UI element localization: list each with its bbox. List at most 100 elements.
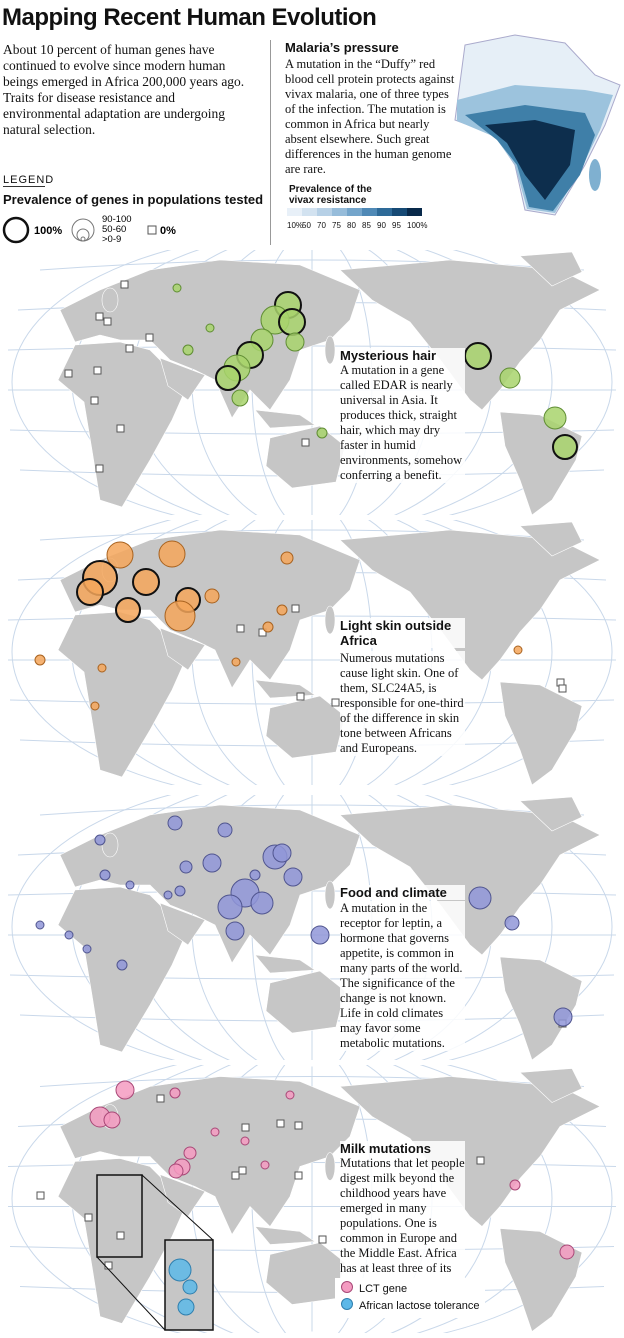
map-shape [141, 1174, 214, 1241]
population-bubble [217, 822, 233, 838]
population-marker [116, 424, 125, 433]
population-marker [276, 1119, 285, 1128]
population-bubble [172, 283, 182, 293]
legend-zero-label: 0% [160, 225, 176, 237]
population-marker [125, 344, 134, 353]
population-bubble [99, 869, 111, 881]
scale-step: 95 [392, 208, 407, 230]
title: Mapping Recent Human Evolution [2, 4, 377, 31]
panel: Food and climate A mutation in the recep… [0, 795, 624, 1065]
legend-large-label: 100% [34, 225, 62, 237]
population-marker [296, 692, 305, 701]
population-bubble [82, 944, 92, 954]
scale-step: 90 [377, 208, 392, 230]
divider [270, 40, 271, 245]
scale-step: 70 [317, 208, 332, 230]
scale-step: 75 [332, 208, 347, 230]
population-bubble [168, 1258, 192, 1282]
malaria-text: A mutation in the “Duffy” red blood cell… [285, 57, 455, 176]
population-marker [156, 1094, 165, 1103]
scale-swatch [362, 208, 377, 216]
panel: Mysterious hair A mutation in a gene cal… [0, 250, 624, 520]
population-bubble [115, 1080, 135, 1100]
population-bubble [177, 1298, 195, 1316]
map-shape [35, 815, 573, 1028]
population-bubble [64, 930, 74, 940]
population-bubble [167, 815, 183, 831]
malaria-title: Malaria’s pressure [285, 40, 399, 55]
population-marker [36, 1191, 45, 1200]
population-bubble [182, 1279, 198, 1295]
population-bubble [174, 885, 186, 897]
panel-title: Food and climate [340, 885, 465, 900]
population-bubble [272, 843, 292, 863]
population-marker [241, 1123, 250, 1132]
scale-swatch [347, 208, 362, 216]
panel-title: Light skin outside Africa [340, 618, 465, 648]
population-marker [476, 1156, 485, 1165]
scale-label: 80 [347, 221, 356, 230]
population-marker [116, 1231, 125, 1240]
scale-swatch [407, 208, 422, 216]
population-bubble [513, 645, 523, 655]
population-bubble [509, 1179, 521, 1191]
band [485, 120, 575, 200]
population-bubble [132, 568, 160, 596]
madagascar [589, 159, 601, 191]
legend-zero [147, 225, 157, 235]
population-marker [258, 628, 267, 637]
population-bubble [202, 853, 222, 873]
population-bubble [210, 1127, 220, 1137]
population-bubble [468, 886, 492, 910]
population-bubble [260, 1160, 270, 1170]
population-bubble [169, 1087, 181, 1099]
africa-map [454, 34, 621, 216]
map [0, 795, 624, 1060]
population-bubble [559, 1244, 575, 1260]
population-bubble [116, 959, 128, 971]
scale-label: 75 [332, 221, 341, 230]
population-marker [291, 604, 300, 613]
population-bubble [278, 308, 306, 336]
map [0, 1065, 624, 1333]
population-bubble [310, 925, 330, 945]
scale-swatch [302, 208, 317, 216]
population-bubble [97, 663, 107, 673]
key-item: LCT gene [341, 1281, 479, 1298]
population-marker [95, 312, 104, 321]
population-bubble [262, 621, 274, 633]
scale-swatch [287, 208, 302, 216]
population-marker [318, 1235, 327, 1244]
panel-title: Mysterious hair [340, 348, 465, 363]
population-marker [145, 333, 154, 342]
key-item: African lactose tolerance [341, 1298, 479, 1315]
population-marker [103, 317, 112, 326]
population-bubble [553, 1007, 573, 1027]
population-bubble [94, 834, 106, 846]
population-bubble [276, 604, 288, 616]
population-marker [120, 280, 129, 289]
population-bubble [231, 389, 249, 407]
population-bubble [34, 654, 46, 666]
population-marker [95, 464, 104, 473]
scale-swatch [332, 208, 347, 216]
population-bubble [225, 921, 245, 941]
population-bubble [283, 867, 303, 887]
population-bubble [164, 600, 196, 632]
legend-size-label: 50-60 [102, 224, 126, 235]
legend-size [80, 236, 86, 242]
panel-text: A mutation in the receptor for leptin, a… [340, 901, 465, 1051]
scale-swatch [317, 208, 332, 216]
map-shape [8, 250, 616, 515]
population-bubble [215, 365, 241, 391]
population-bubble [115, 597, 141, 623]
population-bubble [231, 657, 241, 667]
scale-step: 50 [302, 208, 317, 230]
population-marker [558, 684, 567, 693]
population-bubble [217, 894, 243, 920]
population-bubble [543, 406, 567, 430]
map-shape [36, 1080, 575, 1331]
population-bubble [179, 860, 193, 874]
key: LCT gene African lactose tolerance [335, 1278, 486, 1318]
